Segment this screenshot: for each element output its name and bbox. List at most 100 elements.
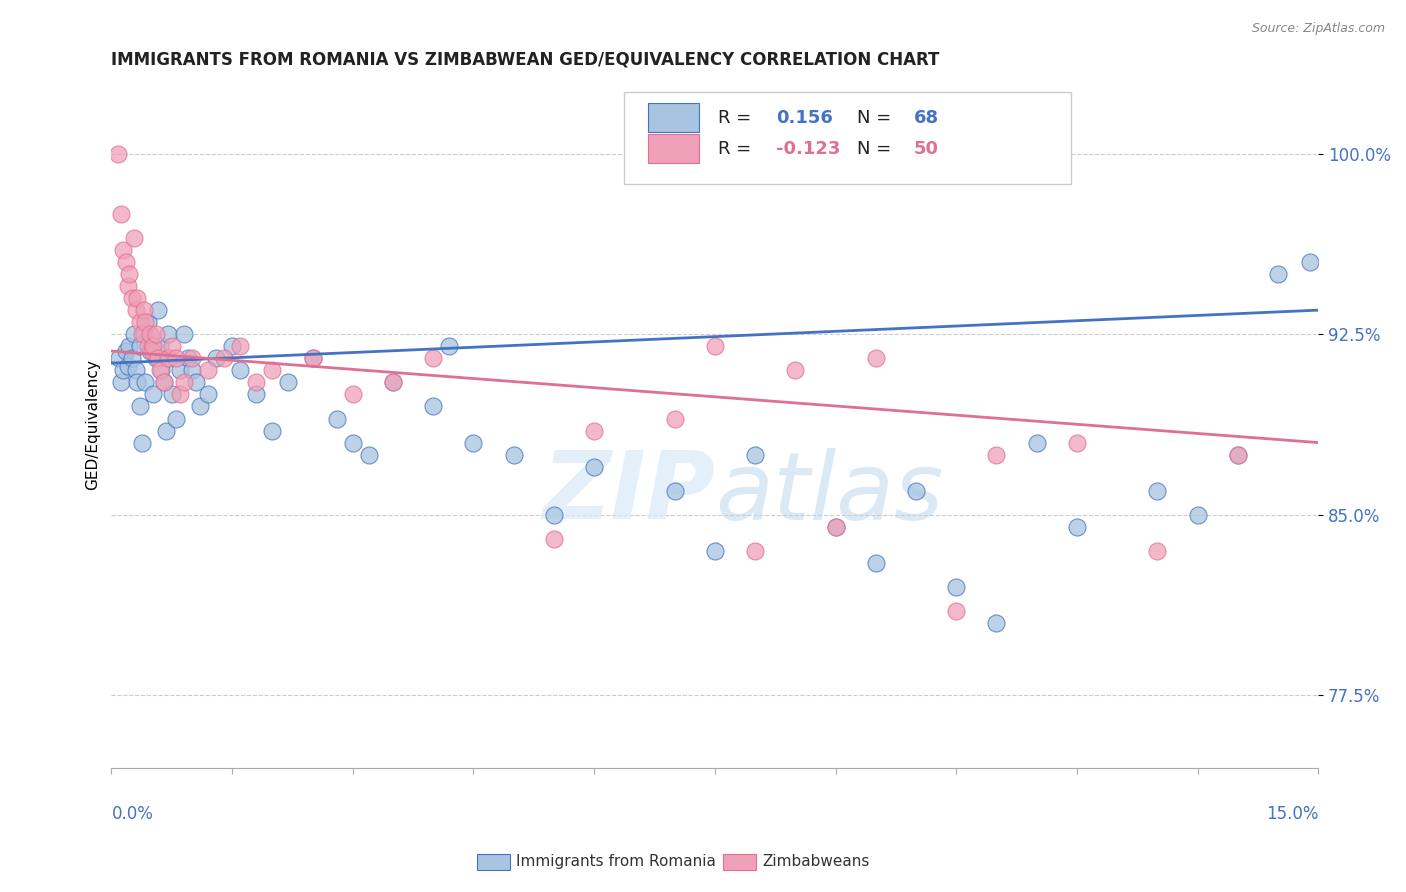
Point bbox=[1146, 483, 1168, 498]
Point bbox=[262, 424, 284, 438]
Point bbox=[145, 327, 167, 342]
Point bbox=[155, 424, 177, 438]
Point bbox=[134, 376, 156, 390]
Point bbox=[184, 376, 207, 390]
Point bbox=[122, 327, 145, 342]
Point bbox=[139, 327, 162, 342]
Point bbox=[277, 376, 299, 390]
Point bbox=[342, 387, 364, 401]
Point bbox=[785, 363, 807, 377]
Point bbox=[357, 448, 380, 462]
Point bbox=[141, 339, 163, 353]
Point bbox=[1299, 255, 1322, 269]
Text: N =: N = bbox=[858, 140, 897, 158]
Point bbox=[439, 339, 461, 353]
Point bbox=[124, 363, 146, 377]
Point bbox=[744, 544, 766, 558]
Point bbox=[107, 146, 129, 161]
Point bbox=[152, 376, 174, 390]
Point bbox=[177, 351, 200, 366]
Point bbox=[121, 291, 143, 305]
Point bbox=[128, 339, 150, 353]
Text: atlas: atlas bbox=[714, 448, 943, 539]
FancyBboxPatch shape bbox=[648, 134, 699, 163]
Point bbox=[824, 520, 846, 534]
Point bbox=[117, 279, 139, 293]
Point bbox=[136, 315, 159, 329]
Point bbox=[142, 387, 165, 401]
Text: N =: N = bbox=[858, 109, 897, 127]
Point bbox=[118, 339, 141, 353]
Point bbox=[986, 448, 1008, 462]
Point bbox=[703, 339, 725, 353]
Point bbox=[543, 508, 565, 522]
Point bbox=[108, 351, 131, 366]
Point bbox=[197, 387, 219, 401]
Point bbox=[301, 351, 323, 366]
Point bbox=[502, 448, 524, 462]
Point bbox=[127, 291, 149, 305]
Point bbox=[115, 344, 138, 359]
Point bbox=[145, 351, 167, 366]
Point bbox=[160, 387, 183, 401]
Point bbox=[118, 267, 141, 281]
Point bbox=[342, 435, 364, 450]
Text: Source: ZipAtlas.com: Source: ZipAtlas.com bbox=[1251, 22, 1385, 36]
FancyBboxPatch shape bbox=[624, 92, 1071, 185]
Point bbox=[156, 351, 179, 366]
Point bbox=[160, 339, 183, 353]
Point bbox=[169, 387, 191, 401]
Point bbox=[165, 351, 187, 366]
Point bbox=[1226, 448, 1249, 462]
Point bbox=[865, 351, 887, 366]
Point bbox=[583, 424, 606, 438]
Point bbox=[1146, 544, 1168, 558]
Point bbox=[325, 411, 347, 425]
Point bbox=[422, 351, 444, 366]
Point bbox=[128, 315, 150, 329]
Point bbox=[180, 351, 202, 366]
Point bbox=[132, 327, 155, 342]
Point bbox=[664, 411, 686, 425]
Point bbox=[131, 327, 153, 342]
Point bbox=[115, 255, 138, 269]
Point bbox=[180, 363, 202, 377]
Point bbox=[703, 544, 725, 558]
Point bbox=[1025, 435, 1047, 450]
Text: IMMIGRANTS FROM ROMANIA VS ZIMBABWEAN GED/EQUIVALENCY CORRELATION CHART: IMMIGRANTS FROM ROMANIA VS ZIMBABWEAN GE… bbox=[111, 51, 939, 69]
Text: -0.123: -0.123 bbox=[776, 140, 841, 158]
Point bbox=[188, 400, 211, 414]
Point bbox=[229, 363, 252, 377]
Point bbox=[146, 351, 169, 366]
Point bbox=[152, 376, 174, 390]
Point bbox=[1267, 267, 1289, 281]
Point bbox=[422, 400, 444, 414]
Point bbox=[136, 339, 159, 353]
Point bbox=[122, 231, 145, 245]
Point bbox=[301, 351, 323, 366]
Text: 15.0%: 15.0% bbox=[1265, 805, 1319, 823]
Point bbox=[245, 376, 267, 390]
Point bbox=[149, 339, 172, 353]
Text: 68: 68 bbox=[914, 109, 939, 127]
Point bbox=[744, 448, 766, 462]
Point bbox=[382, 376, 405, 390]
Point bbox=[945, 580, 967, 594]
Point bbox=[197, 363, 219, 377]
Point bbox=[1187, 508, 1209, 522]
Point bbox=[149, 363, 172, 377]
Text: R =: R = bbox=[718, 140, 758, 158]
Point bbox=[112, 363, 135, 377]
Point bbox=[165, 411, 187, 425]
Point bbox=[1066, 435, 1088, 450]
Point bbox=[245, 387, 267, 401]
Point bbox=[986, 616, 1008, 631]
Text: Zimbabweans: Zimbabweans bbox=[762, 855, 869, 869]
Point bbox=[142, 339, 165, 353]
Point bbox=[131, 435, 153, 450]
Point bbox=[205, 351, 228, 366]
Point bbox=[124, 303, 146, 318]
Point bbox=[463, 435, 485, 450]
Point bbox=[157, 351, 180, 366]
Point bbox=[664, 483, 686, 498]
